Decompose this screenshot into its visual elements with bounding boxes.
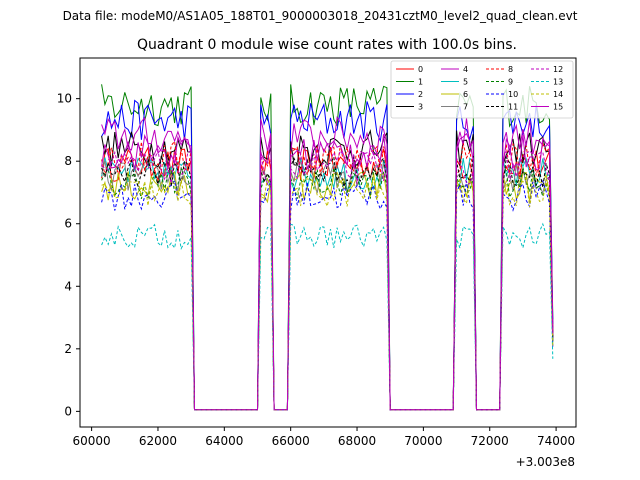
x-tick-label: 72000 bbox=[471, 434, 509, 448]
legend-label-3: 3 bbox=[418, 103, 423, 112]
legend-label-4: 4 bbox=[463, 65, 468, 74]
series-line-2 bbox=[101, 99, 554, 411]
x-tick-label: 64000 bbox=[205, 434, 243, 448]
y-tick-label: 0 bbox=[64, 404, 72, 418]
legend-label-0: 0 bbox=[418, 65, 423, 74]
series-line-10 bbox=[101, 179, 554, 411]
legend-label-5: 5 bbox=[463, 78, 468, 87]
legend-label-7: 7 bbox=[463, 103, 468, 112]
y-tick-label: 2 bbox=[64, 342, 72, 356]
legend-label-15: 15 bbox=[553, 103, 563, 112]
y-tick-label: 4 bbox=[64, 279, 72, 293]
legend-label-6: 6 bbox=[463, 90, 468, 99]
series-line-8 bbox=[101, 140, 554, 411]
legend-label-14: 14 bbox=[553, 90, 563, 99]
legend-label-2: 2 bbox=[418, 90, 423, 99]
series-line-13 bbox=[101, 222, 554, 411]
series-line-14 bbox=[101, 176, 554, 411]
y-tick-label: 6 bbox=[64, 217, 72, 231]
x-offset-label: +3.003e8 bbox=[516, 455, 575, 469]
x-tick-label: 62000 bbox=[139, 434, 177, 448]
y-tick-label: 10 bbox=[57, 92, 72, 106]
legend-frame bbox=[390, 60, 574, 119]
plot-lines bbox=[101, 84, 554, 411]
legend-label-12: 12 bbox=[553, 65, 563, 74]
legend-label-9: 9 bbox=[508, 78, 513, 87]
chart-title: Quadrant 0 module wise count rates with … bbox=[137, 37, 517, 53]
chart-suptitle: Data file: modeM0/AS1A05_188T01_90000030… bbox=[63, 9, 578, 23]
x-tick-label: 66000 bbox=[272, 434, 310, 448]
plot-frame bbox=[79, 57, 577, 428]
x-axis: 60000 62000 64000 66000 68000 70000 72000 74000 bbox=[73, 427, 575, 448]
legend-label-11: 11 bbox=[508, 103, 518, 112]
series-line-9 bbox=[101, 166, 554, 411]
legend-label-13: 13 bbox=[553, 78, 563, 87]
x-tick-label: 68000 bbox=[338, 434, 376, 448]
x-tick-label: 60000 bbox=[73, 434, 111, 448]
x-tick-label: 74000 bbox=[537, 434, 575, 448]
y-tick-label: 8 bbox=[64, 154, 72, 168]
series-line-11 bbox=[101, 154, 554, 411]
legend-label-8: 8 bbox=[508, 65, 513, 74]
series-line-6 bbox=[101, 170, 554, 411]
legend-label-1: 1 bbox=[418, 78, 423, 87]
series-line-5 bbox=[101, 157, 554, 411]
series-line-15 bbox=[101, 132, 554, 411]
y-axis: 0 2 4 6 8 10 bbox=[57, 92, 80, 418]
legend-label-10: 10 bbox=[508, 90, 518, 99]
x-tick-label: 70000 bbox=[404, 434, 442, 448]
